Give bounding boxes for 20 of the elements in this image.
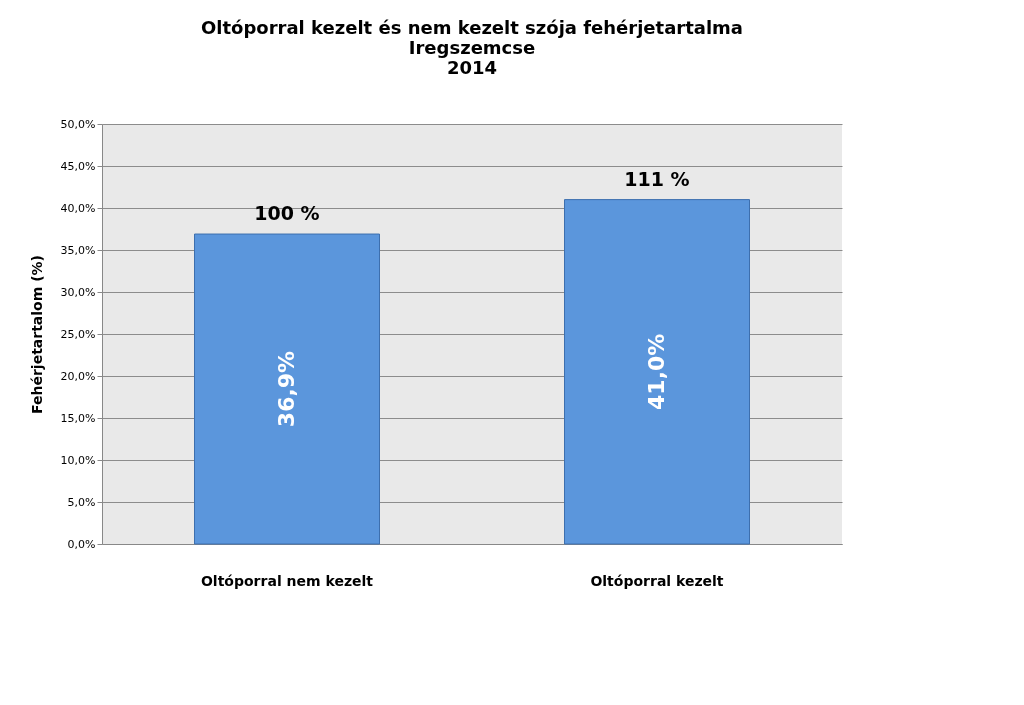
y-axis-title: Fehérjetartalom (%)	[28, 254, 45, 415]
y-tick-label: 50,0%	[60, 117, 96, 131]
annotation: 111 %	[624, 167, 690, 190]
y-tick-label: 10,0%	[60, 453, 96, 467]
chart-title: Oltóporral kezelt és nem kezelt szója fehérjetartalma	[200, 17, 744, 38]
y-tick-label: 35,0%	[60, 243, 96, 257]
y-tick-label: 15,0%	[60, 411, 96, 425]
annotation: 100 %	[254, 202, 320, 225]
x-tick-label: Oltóporral nem kezelt	[200, 572, 374, 589]
y-tick-label: 5,0%	[67, 495, 96, 509]
chart-subtitle: Iregszemcse 2014	[408, 37, 536, 78]
data-label: 36,9%	[274, 350, 299, 428]
y-tick-label: 25,0%	[60, 327, 96, 341]
y-tick-label: 30,0%	[60, 285, 96, 299]
y-tick-label: 20,0%	[60, 369, 96, 383]
y-tick-label: 45,0%	[60, 159, 96, 173]
data-label: 41,0%	[644, 333, 669, 410]
x-tick-label: Oltóporral kezelt	[590, 572, 724, 589]
y-tick-label: 40,0%	[60, 201, 96, 215]
y-tick-label: 0,0%	[67, 537, 96, 551]
